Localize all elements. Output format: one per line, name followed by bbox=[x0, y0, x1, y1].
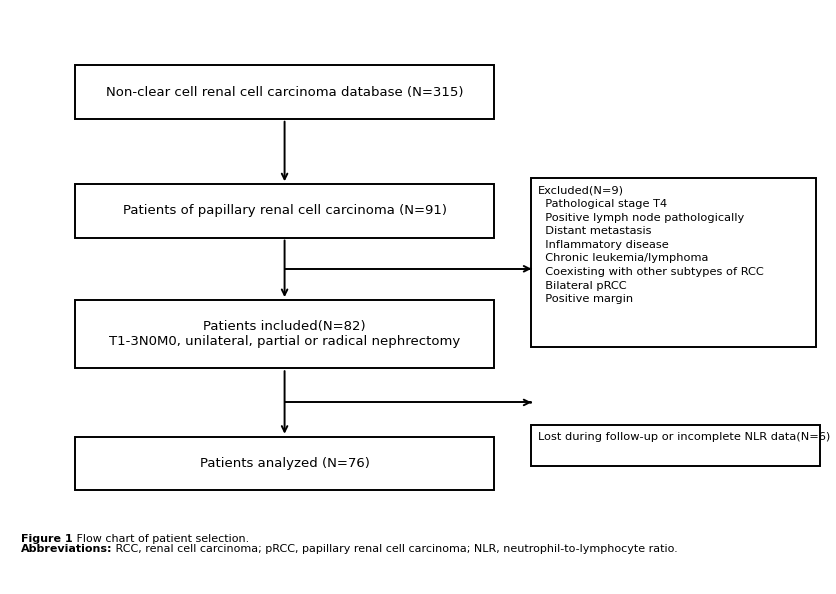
Text: Patients included(N=82)
T1-3N0M0, unilateral, partial or radical nephrectomy: Patients included(N=82) T1-3N0M0, unilat… bbox=[109, 320, 460, 348]
FancyBboxPatch shape bbox=[531, 425, 819, 466]
Text: Patients analyzed (N=76): Patients analyzed (N=76) bbox=[200, 457, 369, 470]
Text: Flow chart of patient selection.: Flow chart of patient selection. bbox=[73, 534, 248, 544]
Text: Lost during follow-up or incomplete NLR data(N=6): Lost during follow-up or incomplete NLR … bbox=[538, 432, 829, 442]
Text: Patients of papillary renal cell carcinoma (N=91): Patients of papillary renal cell carcino… bbox=[122, 204, 446, 217]
Text: Excluded(N=9)
  Pathological stage T4
  Positive lymph node pathologically
  Dis: Excluded(N=9) Pathological stage T4 Posi… bbox=[538, 185, 763, 304]
FancyBboxPatch shape bbox=[75, 437, 493, 490]
FancyBboxPatch shape bbox=[75, 65, 493, 119]
FancyBboxPatch shape bbox=[75, 184, 493, 238]
Text: Figure 1: Figure 1 bbox=[21, 534, 73, 544]
Text: Abbreviations:: Abbreviations: bbox=[21, 544, 112, 554]
Text: Non-clear cell renal cell carcinoma database (N=315): Non-clear cell renal cell carcinoma data… bbox=[105, 86, 463, 99]
Text: RCC, renal cell carcinoma; pRCC, papillary renal cell carcinoma; NLR, neutrophil: RCC, renal cell carcinoma; pRCC, papilla… bbox=[112, 544, 677, 554]
FancyBboxPatch shape bbox=[531, 178, 815, 347]
FancyBboxPatch shape bbox=[75, 300, 493, 368]
